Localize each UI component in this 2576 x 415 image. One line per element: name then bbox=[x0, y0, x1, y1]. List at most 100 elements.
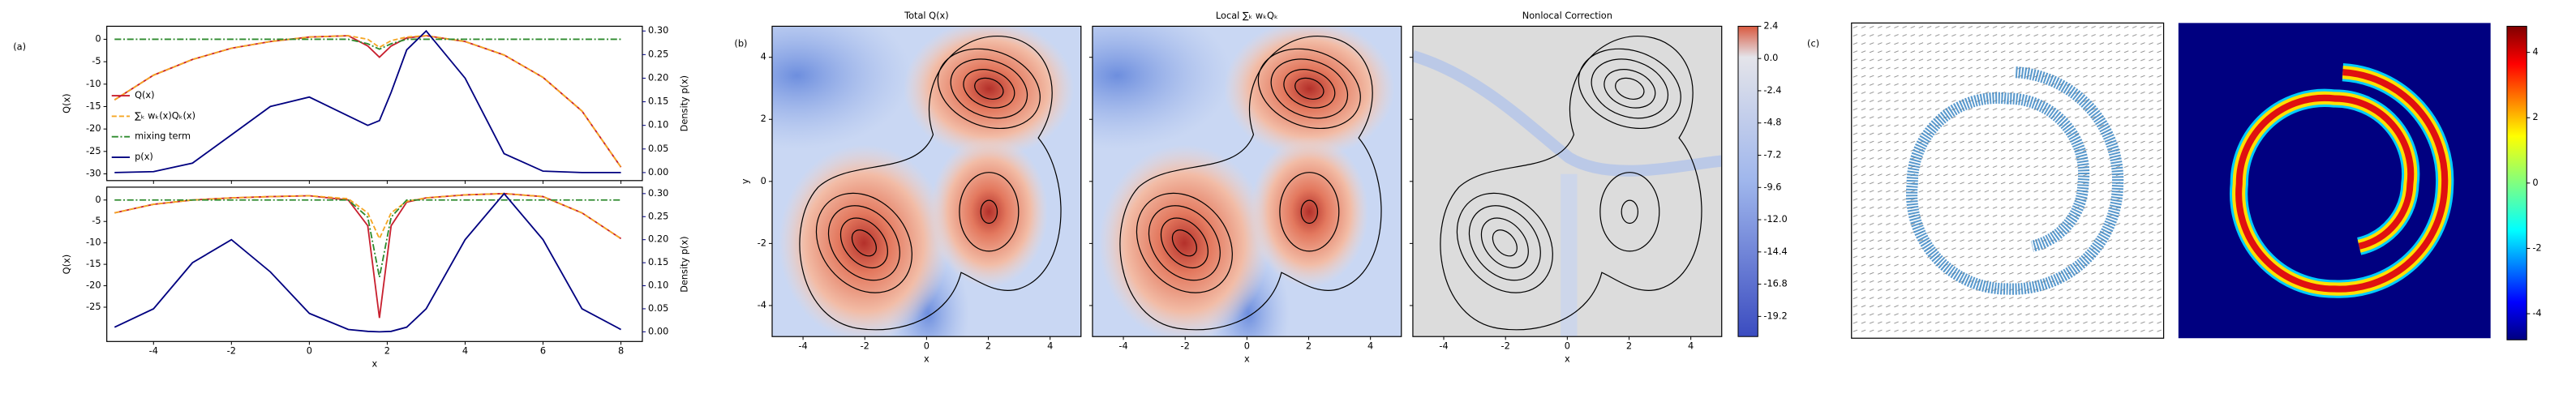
panel-label: (a) bbox=[13, 41, 26, 53]
colorbar bbox=[1737, 25, 1758, 337]
y-axis-label: Q(x) bbox=[61, 255, 72, 274]
y2-tick-label: 0.10 bbox=[648, 119, 668, 130]
field-nonlocal bbox=[1412, 26, 1722, 337]
y-tick-label: -4 bbox=[758, 299, 766, 310]
vector-field bbox=[1851, 22, 2165, 339]
x-tick-label: -2 bbox=[861, 340, 869, 351]
x-tick-label: 0 bbox=[924, 340, 930, 351]
legend-label: Q(x) bbox=[135, 89, 154, 101]
colorbar-tick-label: -9.6 bbox=[1763, 181, 1781, 192]
x-tick-label: -2 bbox=[1181, 340, 1190, 351]
plot-frame bbox=[106, 186, 643, 342]
y2-tick-label: 0.00 bbox=[648, 325, 668, 336]
x-tick-label: 0 bbox=[307, 344, 312, 356]
x-axis-label: x bbox=[924, 353, 930, 365]
series-line bbox=[114, 35, 622, 168]
y-axis-label: Q(x) bbox=[61, 93, 72, 113]
y2-tick-label: 0.30 bbox=[648, 24, 668, 36]
legend-label: p(x) bbox=[135, 151, 153, 162]
colorbar-tick-label: -2 bbox=[2532, 242, 2541, 253]
y-tick-label: 2 bbox=[761, 113, 766, 124]
colorbar-tick-label: -19.2 bbox=[1763, 310, 1787, 321]
x-tick-label: -2 bbox=[227, 344, 236, 356]
panel-label: (b) bbox=[734, 38, 747, 49]
colorbar-tick-label: -16.8 bbox=[1763, 278, 1787, 289]
field-total bbox=[771, 26, 1081, 337]
decor-ellipse bbox=[771, 26, 912, 150]
y-tick-label: -15 bbox=[86, 258, 101, 269]
y-tick-label: -25 bbox=[86, 301, 101, 312]
decor-ellipse bbox=[1092, 26, 1233, 150]
series-line bbox=[114, 192, 621, 333]
y2-axis-label: Density p(x) bbox=[679, 75, 690, 131]
y2-tick-label: 0.15 bbox=[648, 96, 668, 107]
y2-tick-label: 0.20 bbox=[648, 233, 668, 245]
y2-tick-label: 0.25 bbox=[648, 210, 668, 221]
colorbar-tick-label: -7.2 bbox=[1763, 148, 1781, 160]
legend-label: ∑ₖ wₖ(x)Qₖ(x) bbox=[135, 109, 195, 121]
colorbar-tick-label: 4 bbox=[2532, 46, 2538, 58]
x-tick-label: 4 bbox=[1367, 340, 1373, 351]
y2-tick-label: 0.15 bbox=[648, 256, 668, 267]
x-tick-label: 8 bbox=[618, 344, 624, 356]
colorbar-tick-label: -12.0 bbox=[1763, 213, 1787, 225]
series-line bbox=[114, 38, 621, 50]
decor-ellipse bbox=[779, 144, 950, 337]
y2-tick-label: 0.05 bbox=[648, 302, 668, 314]
decor-rect bbox=[1851, 22, 2165, 339]
x-tick-label: -2 bbox=[1501, 340, 1510, 351]
decor-path bbox=[1412, 50, 1722, 177]
x-tick-label: 2 bbox=[1626, 340, 1632, 351]
x-tick-label: 4 bbox=[462, 344, 468, 356]
y2-tick-label: 0.05 bbox=[648, 143, 668, 154]
colorbar-tick-label: -2.4 bbox=[1763, 84, 1781, 96]
plot-frame bbox=[106, 25, 643, 182]
y-tick-label: -5 bbox=[92, 215, 101, 226]
x-tick-label: 2 bbox=[985, 340, 991, 351]
colorbar-tick-label: -4 bbox=[2532, 307, 2541, 319]
x-tick-label: 2 bbox=[384, 344, 390, 356]
colorbar-tick-label: 2.4 bbox=[1763, 19, 1778, 31]
x-tick-label: -4 bbox=[149, 344, 158, 356]
y2-tick-label: 0.25 bbox=[648, 48, 668, 59]
y2-tick-label: 0.30 bbox=[648, 187, 668, 199]
x-tick-label: 4 bbox=[1047, 340, 1053, 351]
y2-tick-label: 0.00 bbox=[648, 166, 668, 178]
x-axis-label: x bbox=[371, 358, 377, 370]
decor-ellipse bbox=[1099, 144, 1270, 337]
x-tick-label: -4 bbox=[1118, 340, 1127, 351]
series-line bbox=[114, 199, 621, 278]
decor-ellipse bbox=[1224, 26, 1395, 158]
decor-rect bbox=[1561, 173, 1578, 337]
colorbar-tick-label: -4.8 bbox=[1763, 117, 1781, 128]
y-tick-label: 0 bbox=[95, 32, 101, 44]
subplot-title: Local ∑ₖ wₖQₖ bbox=[1216, 10, 1278, 21]
x-tick-label: 4 bbox=[1688, 340, 1694, 351]
x-tick-label: -4 bbox=[798, 340, 807, 351]
series-line bbox=[114, 35, 622, 168]
y-tick-label: 4 bbox=[761, 51, 766, 62]
y-tick-label: -20 bbox=[86, 280, 101, 291]
y-tick-label: -10 bbox=[86, 78, 101, 89]
subplot-title: Total Q(x) bbox=[904, 10, 949, 21]
y2-tick-label: 0.10 bbox=[648, 280, 668, 291]
x-tick-label: -4 bbox=[1439, 340, 1448, 351]
density-image bbox=[2178, 23, 2491, 339]
x-tick-label: 6 bbox=[540, 344, 546, 356]
x-axis-label: x bbox=[1244, 353, 1250, 365]
y-tick-label: 0 bbox=[761, 175, 766, 186]
y-tick-label: -5 bbox=[92, 55, 101, 66]
decor-ellipse bbox=[1250, 136, 1369, 288]
x-tick-label: 0 bbox=[1244, 340, 1250, 351]
decor-ellipse bbox=[930, 136, 1049, 288]
legend-label: mixing term bbox=[135, 130, 191, 142]
y-tick-label: -30 bbox=[86, 168, 101, 179]
field-local bbox=[1092, 26, 1402, 337]
y-tick-label: -2 bbox=[758, 237, 766, 248]
x-tick-label: 2 bbox=[1306, 340, 1312, 351]
y-tick-label: -20 bbox=[86, 122, 101, 134]
series-line bbox=[114, 192, 622, 241]
